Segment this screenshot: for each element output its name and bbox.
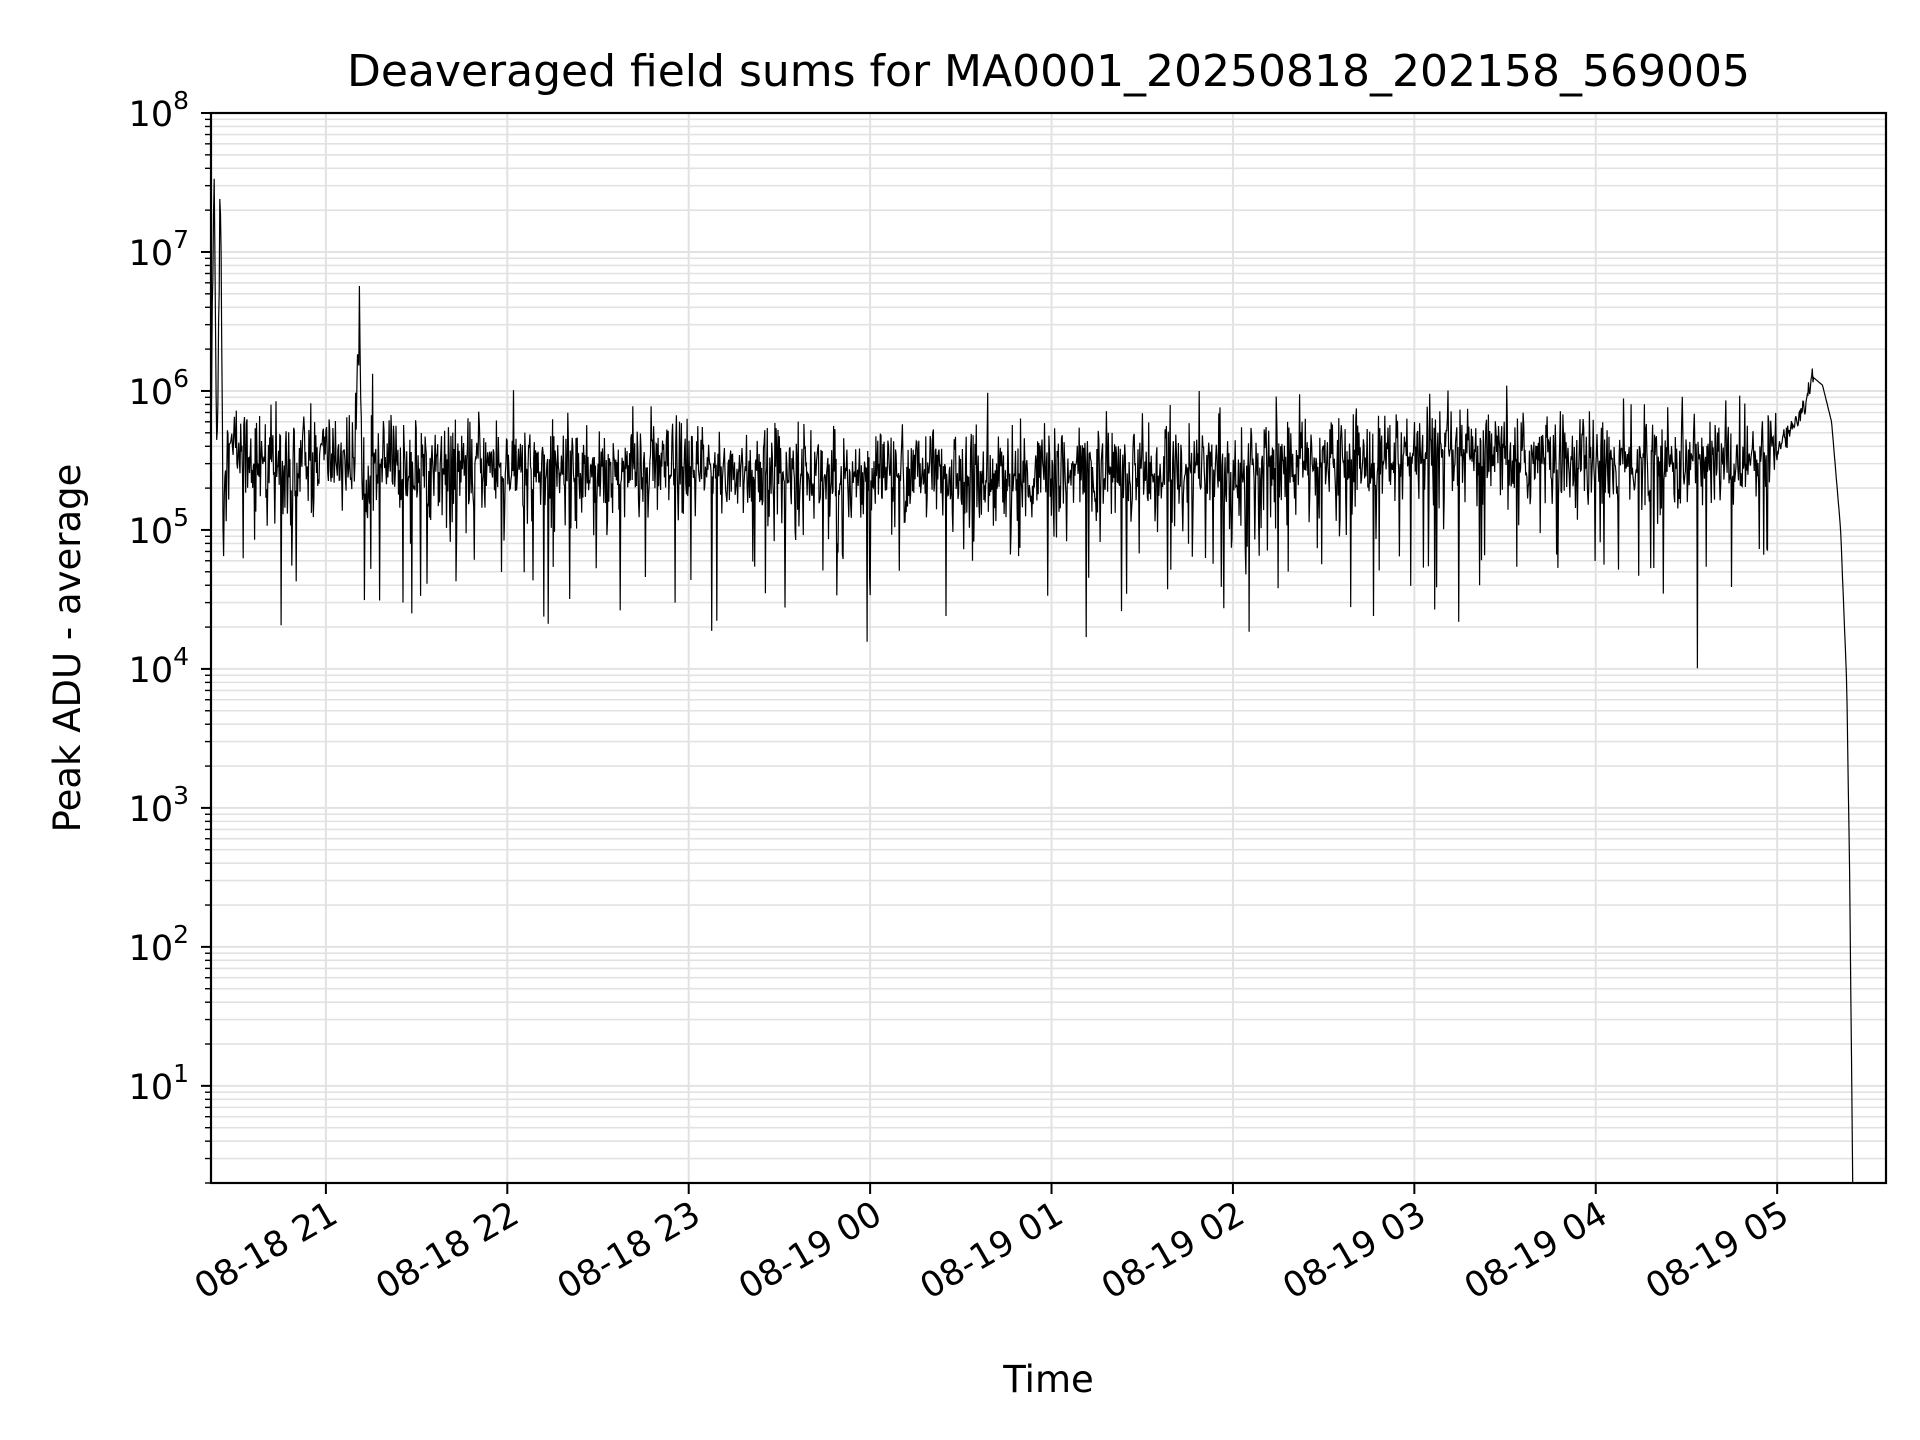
series-line: [210, 178, 1854, 1184]
x-axis-label: Time: [1002, 1358, 1094, 1401]
y-tick-base: 10: [129, 234, 174, 274]
y-tick-exponent: 3: [173, 781, 189, 810]
y-tick-exponent: 5: [173, 503, 189, 532]
series-layer: [210, 178, 1854, 1184]
y-tick-label: 103: [129, 781, 189, 830]
y-tick-exponent: 4: [173, 642, 189, 671]
y-tick-base: 10: [129, 373, 174, 413]
y-tick-label: 102: [129, 920, 189, 969]
y-tick-label: 108: [129, 86, 189, 135]
y-tick-label: 104: [129, 642, 189, 691]
plot-frame: [209, 111, 1888, 1185]
chart-title: Deaveraged field sums for MA0001_2025081…: [347, 46, 1750, 97]
y-tick-base: 10: [129, 1068, 174, 1108]
y-tick-label: 107: [129, 225, 189, 274]
y-axis-label: Peak ADU - average: [46, 464, 89, 833]
y-tick-label: 101: [129, 1059, 189, 1108]
y-tick-label: 106: [129, 364, 189, 413]
y-tick-base: 10: [129, 651, 174, 691]
y-tick-exponent: 8: [173, 86, 189, 115]
y-tick-base: 10: [129, 512, 174, 552]
y-tick-base: 10: [129, 790, 174, 830]
y-tick-base: 10: [129, 929, 174, 969]
y-tick-label: 105: [129, 503, 189, 552]
y-tick-exponent: 7: [173, 225, 189, 254]
y-tick-exponent: 6: [173, 364, 189, 393]
y-tick-base: 10: [129, 95, 174, 135]
y-tick-exponent: 1: [173, 1059, 189, 1088]
y-tick-exponent: 2: [173, 920, 189, 949]
